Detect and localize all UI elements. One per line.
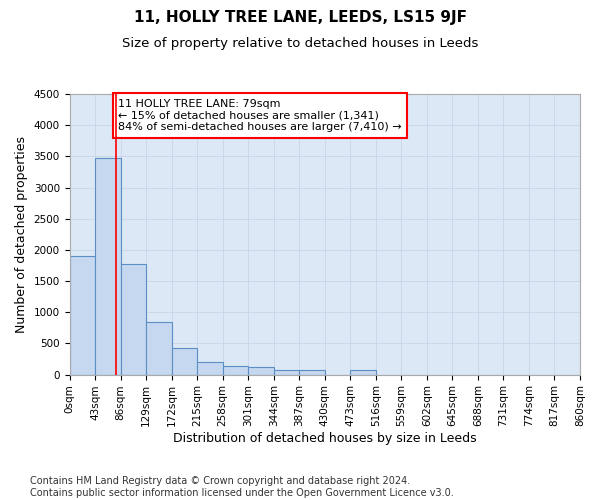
Bar: [299, 370, 325, 374]
Bar: [121, 264, 146, 374]
Bar: [350, 370, 376, 374]
Bar: [172, 348, 197, 374]
Bar: [248, 368, 274, 374]
Bar: [274, 370, 299, 374]
Bar: [146, 322, 172, 374]
Bar: [70, 256, 95, 374]
Y-axis label: Number of detached properties: Number of detached properties: [15, 136, 28, 333]
X-axis label: Distribution of detached houses by size in Leeds: Distribution of detached houses by size …: [173, 432, 476, 445]
Text: 11 HOLLY TREE LANE: 79sqm
← 15% of detached houses are smaller (1,341)
84% of se: 11 HOLLY TREE LANE: 79sqm ← 15% of detac…: [118, 99, 402, 132]
Text: Contains HM Land Registry data © Crown copyright and database right 2024.
Contai: Contains HM Land Registry data © Crown c…: [30, 476, 454, 498]
Bar: [197, 362, 223, 374]
Text: 11, HOLLY TREE LANE, LEEDS, LS15 9JF: 11, HOLLY TREE LANE, LEEDS, LS15 9JF: [133, 10, 467, 25]
Bar: [223, 366, 248, 374]
Text: Size of property relative to detached houses in Leeds: Size of property relative to detached ho…: [122, 38, 478, 51]
Bar: [95, 158, 121, 374]
